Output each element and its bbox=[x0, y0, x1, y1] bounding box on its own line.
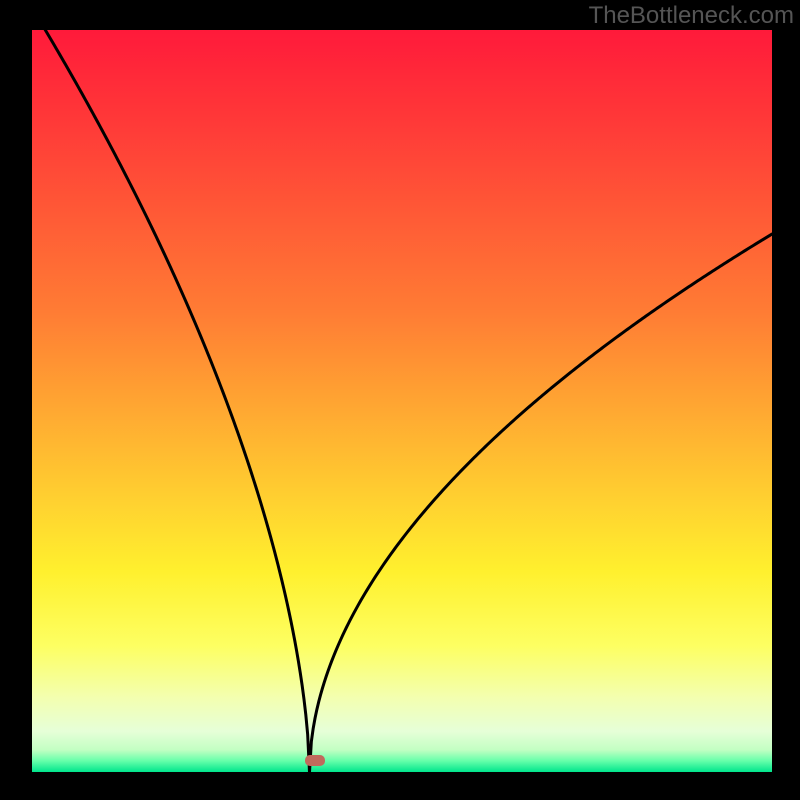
curve-minimum-marker bbox=[305, 755, 325, 766]
chart-curve bbox=[32, 30, 772, 772]
chart-plot-area bbox=[32, 30, 772, 772]
watermark-text: TheBottleneck.com bbox=[589, 2, 794, 30]
curve-path bbox=[32, 30, 772, 772]
